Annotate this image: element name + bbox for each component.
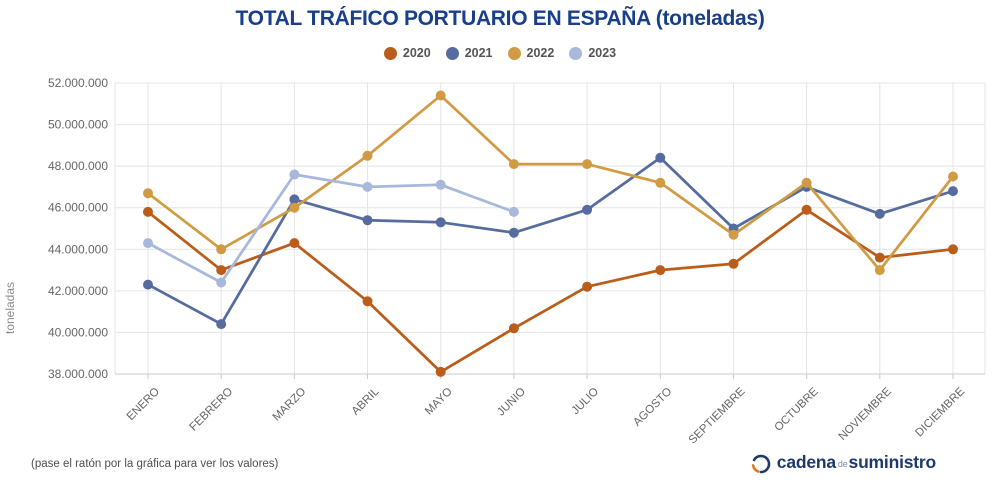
data-point-2020-ENERO[interactable] [143, 206, 153, 217]
y-axis-tick-label: 48.000.000 [48, 159, 108, 173]
data-point-2021-FEBRERO[interactable] [216, 319, 227, 330]
data-point-2022-FEBRERO[interactable] [216, 244, 227, 255]
series-line-2021 [146, 156, 955, 326]
legend-item-2021[interactable]: 2021 [445, 46, 493, 60]
data-point-2020-DICIEMBRE[interactable] [948, 244, 958, 255]
data-point-2022-MAYO[interactable] [435, 90, 446, 101]
y-axis-tick-label: 44.000.000 [48, 242, 108, 256]
series-line-2022 [146, 94, 955, 272]
data-point-2022-JUNIO[interactable] [508, 159, 519, 170]
data-point-2020-FEBRERO[interactable] [216, 265, 227, 276]
legend-dot-2021 [445, 46, 459, 60]
legend-item-2022[interactable]: 2022 [507, 46, 555, 60]
x-axis-month-label: ENERO [125, 386, 162, 423]
x-axis-month-label: DICIEMBRE [913, 385, 967, 439]
data-point-2020-JUNIO[interactable] [508, 323, 519, 334]
legend-item-2023[interactable]: 2023 [569, 46, 616, 60]
chart-title: TOTAL TRÁFICO PORTUARIO EN ESPAÑA (tonel… [235, 7, 765, 30]
legend: 2020 2021 2022 2023 [0, 46, 1000, 60]
legend-label: 2021 [464, 46, 493, 60]
gridlines [114, 82, 986, 375]
data-point-2021-MARZO[interactable] [289, 194, 300, 205]
data-point-2022-ABRIL[interactable] [362, 150, 373, 161]
legend-label: 2023 [588, 46, 617, 60]
data-point-2023-ENERO[interactable] [143, 238, 153, 249]
x-axis [115, 373, 985, 379]
data-point-2020-MARZO[interactable] [289, 238, 300, 249]
data-point-2020-ABRIL[interactable] [362, 296, 373, 307]
series-2022[interactable] [143, 90, 958, 276]
data-point-2021-JUNIO[interactable] [508, 227, 519, 238]
series-2020[interactable] [143, 204, 958, 377]
data-point-2020-SEPTIEMBRE[interactable] [728, 258, 739, 269]
legend-dot-2022 [507, 46, 521, 60]
x-axis-month-label: MARZO [271, 386, 309, 424]
legend-item-2020[interactable]: 2020 [383, 46, 431, 60]
logo-text-de: de [837, 459, 848, 469]
series-line-2020 [146, 208, 955, 374]
x-axis-month-label: OCTUBRE [773, 385, 821, 433]
logo-cadena-de-suministro[interactable]: cadena desuministro [750, 450, 936, 477]
legend-label: 2022 [526, 46, 555, 60]
data-point-2020-NOVIEMBRE[interactable] [874, 252, 885, 263]
data-point-2023-MARZO[interactable] [289, 169, 300, 180]
legend-dot-2020 [383, 46, 397, 60]
data-point-2022-ENERO[interactable] [143, 188, 153, 199]
y-axis-title: toneladas [3, 282, 17, 334]
data-point-2022-AGOSTO[interactable] [655, 177, 666, 188]
x-axis-month-label: FEBRERO [188, 386, 236, 434]
data-point-2022-OCTUBRE[interactable] [801, 177, 812, 188]
data-point-2020-MAYO[interactable] [435, 366, 446, 377]
data-point-2021-DICIEMBRE[interactable] [948, 186, 958, 197]
legend-dot-2023 [569, 46, 583, 60]
data-point-2022-JULIO[interactable] [582, 159, 593, 170]
data-point-2022-SEPTIEMBRE[interactable] [728, 229, 739, 240]
data-point-2023-JUNIO[interactable] [508, 206, 519, 217]
x-axis-month-label: ABRIL [350, 385, 382, 417]
series-line-2023 [146, 173, 516, 284]
data-point-2021-JULIO[interactable] [582, 204, 593, 215]
y-axis-tick-label: 42.000.000 [48, 284, 108, 298]
data-point-2021-ABRIL[interactable] [362, 215, 373, 226]
y-axis-tick-label: 46.000.000 [48, 201, 108, 215]
data-point-2021-MAYO[interactable] [435, 217, 446, 228]
data-point-2020-OCTUBRE[interactable] [801, 204, 812, 215]
logo-circle-arrows-icon [751, 454, 771, 473]
data-point-2023-ABRIL[interactable] [362, 181, 373, 192]
logo-text: cadena desuministro [776, 452, 936, 472]
data-point-2020-AGOSTO[interactable] [655, 265, 666, 276]
hover-hint-note: (pase el ratón por la gráfica para ver l… [31, 458, 279, 470]
data-point-2021-AGOSTO[interactable] [655, 152, 666, 163]
data-point-2020-JULIO[interactable] [582, 281, 593, 292]
data-point-2022-NOVIEMBRE[interactable] [874, 265, 885, 276]
data-point-2023-MAYO[interactable] [435, 179, 446, 190]
data-point-2023-FEBRERO[interactable] [216, 277, 227, 288]
x-axis-month-label: SEPTIEMBRE [687, 385, 748, 445]
y-axis-tick-label: 40.000.000 [48, 325, 108, 339]
x-axis-month-label: MAYO [423, 386, 455, 418]
x-axis-labels: ENERO FEBRERO MARZO ABRIL MAYO JUNIO JULIO AGOS… [125, 385, 968, 445]
data-point-2021-NOVIEMBRE[interactable] [874, 208, 885, 219]
x-axis-month-label: NOVIEMBRE [837, 385, 895, 443]
series-2021[interactable] [143, 152, 958, 330]
data-point-2022-MARZO[interactable] [289, 202, 300, 213]
y-axis-tick-label: 50.000.000 [48, 118, 108, 132]
y-axis-tick-label: 38.000.000 [48, 367, 108, 381]
x-axis-month-label: JUNIO [495, 386, 528, 419]
data-point-2022-DICIEMBRE[interactable] [948, 171, 958, 182]
y-axis-labels: 52.000.000 50.000.000 48.000.000 46.000.000… [48, 76, 108, 381]
data-point-2021-ENERO[interactable] [143, 279, 153, 290]
x-axis-month-label: JULIO [570, 386, 602, 418]
series-2023[interactable] [143, 169, 519, 288]
y-axis-tick-label: 52.000.000 [48, 76, 108, 90]
x-axis-month-label: AGOSTO [631, 386, 674, 429]
legend-label: 2020 [402, 46, 431, 60]
line-chart-plot-area[interactable]: 52.000.000 50.000.000 48.000.000 46.000.000… [0, 0, 1000, 445]
